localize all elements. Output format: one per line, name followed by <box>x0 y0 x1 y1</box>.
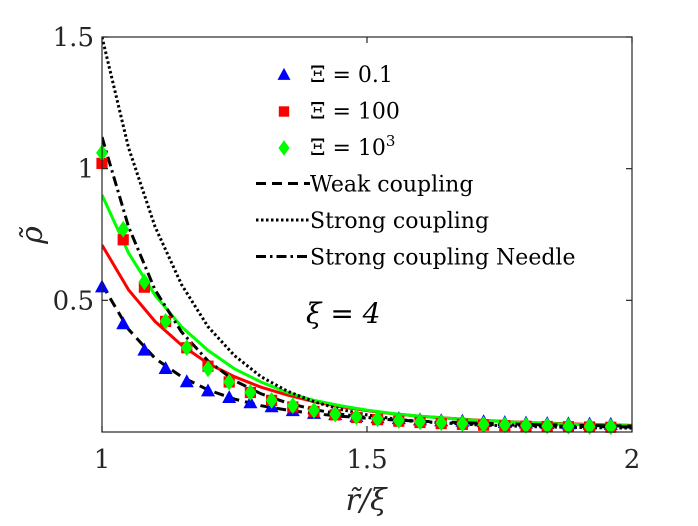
annotation-xi: ξ = 4 <box>306 297 381 330</box>
data-point <box>201 383 215 397</box>
legend-label: Ξ = 0.1 <box>310 63 393 88</box>
data-point <box>435 414 448 432</box>
data-point <box>117 220 130 238</box>
data-point <box>117 234 129 246</box>
data-point <box>329 405 342 423</box>
legend-entry: Strong coupling <box>256 209 489 234</box>
legend-label: Ξ = 100 <box>310 100 400 125</box>
x-axis-label: r̃/ξ <box>346 483 388 518</box>
series-markers-square <box>96 157 617 433</box>
axes-box <box>101 36 633 433</box>
x-tick-label: 2 <box>624 445 641 475</box>
data-point <box>604 418 617 436</box>
legend-marker-square <box>278 106 290 117</box>
data-point <box>222 390 237 404</box>
legend-label: Ξ = 103 <box>310 132 395 161</box>
data-point <box>158 361 173 375</box>
data-point <box>179 374 194 388</box>
data-point <box>414 413 426 431</box>
legend-label: Strong coupling <box>310 209 489 234</box>
ticks-layer: 1 1.5 2 0.5 1 1.5 <box>53 23 641 475</box>
legend-entry: Weak coupling <box>256 173 473 198</box>
data-point <box>265 392 278 409</box>
data-point <box>137 342 152 356</box>
data-point <box>286 397 299 415</box>
x-tick-label: 1.5 <box>346 445 387 475</box>
data-point <box>520 417 532 434</box>
y-axis-label: ρ̃ <box>15 226 50 245</box>
data-point <box>392 412 405 429</box>
series-line-strong-coupling <box>102 37 632 430</box>
series-line-fit-0 <box>102 244 632 427</box>
data-point <box>583 418 596 435</box>
x-tick-label: 1 <box>94 445 111 475</box>
legend-entry: Ξ = 103 <box>278 132 395 161</box>
plot-area: 1 1.5 2 0.5 1 1.5 <box>53 23 641 475</box>
series-markers-diamond <box>96 144 617 436</box>
data-point <box>350 408 363 426</box>
data-point <box>541 417 554 435</box>
legend-entry: Ξ = 100 <box>278 100 400 125</box>
legend-entry: Ξ = 0.1 <box>277 63 393 88</box>
y-tick-label: 0.5 <box>53 286 94 316</box>
data-point <box>244 384 257 401</box>
series-layer <box>95 37 632 436</box>
data-point <box>159 313 172 330</box>
legend-entry: Strong coupling Needle <box>256 246 575 271</box>
legend-marker-triangle <box>277 67 291 80</box>
data-point <box>456 415 469 432</box>
data-point <box>498 416 511 434</box>
y-tick-label: 1 <box>77 155 94 185</box>
data-point <box>138 273 151 291</box>
data-point <box>180 339 193 357</box>
data-point <box>562 417 575 435</box>
data-point <box>371 410 384 428</box>
legend-label: Strong coupling Needle <box>310 246 575 271</box>
legend-label: Weak coupling <box>310 173 473 198</box>
data-point <box>223 373 236 391</box>
data-point <box>308 402 320 419</box>
legend-marker-diamond <box>278 140 290 156</box>
data-point <box>202 360 214 378</box>
data-point <box>477 415 490 433</box>
legend: Ξ = 0.1 Ξ = 100 Ξ = 103 Weak coupling Strong… <box>256 63 575 271</box>
data-point <box>243 395 258 409</box>
data-point <box>116 316 131 330</box>
y-tick-label: 1.5 <box>53 23 94 53</box>
